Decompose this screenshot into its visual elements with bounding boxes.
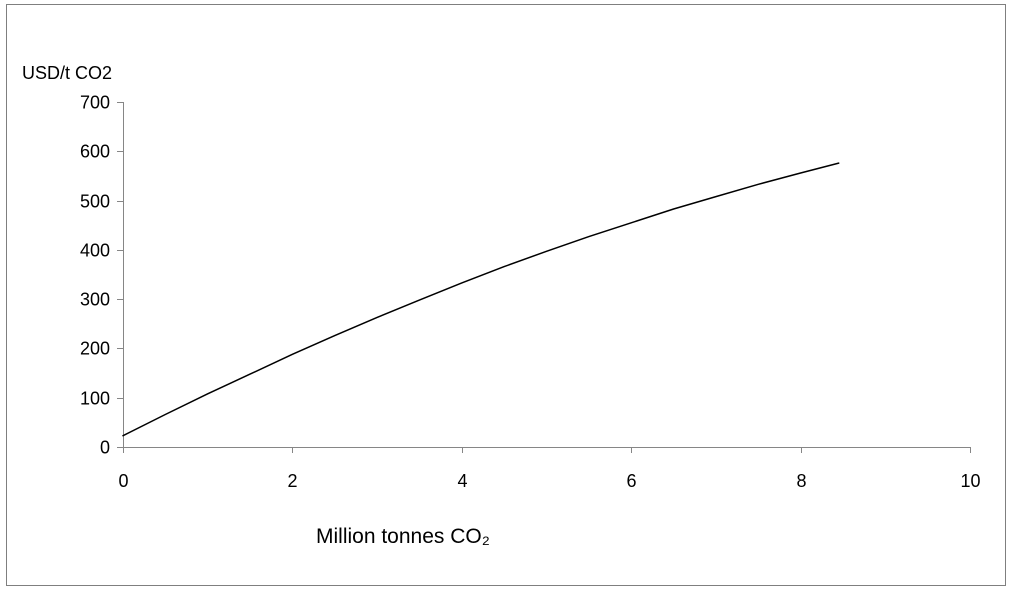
x-tick-label: 6 xyxy=(626,471,636,491)
x-tick-label: 8 xyxy=(796,471,806,491)
y-tick-label: 100 xyxy=(80,389,110,409)
y-tick-label: 0 xyxy=(100,438,110,458)
x-tick-label: 4 xyxy=(457,471,467,491)
x-tick-label: 2 xyxy=(287,471,297,491)
chart-frame xyxy=(6,4,1006,586)
x-axis-title: Million tonnes CO₂ xyxy=(316,525,490,548)
y-tick-label: 700 xyxy=(80,93,110,113)
series-line xyxy=(122,162,840,437)
y-axis-title: USD/t CO2 xyxy=(22,63,112,83)
x-tick-label: 0 xyxy=(118,471,128,491)
labels: USD/t CO2 Million tonnes CO₂ xyxy=(22,63,490,548)
axes: 0 100 200 300 400 500 600 700 0 2 4 6 8 10 xyxy=(80,93,981,492)
y-tick-label: 300 xyxy=(80,290,110,310)
y-tick-label: 200 xyxy=(80,339,110,359)
x-tick-label: 10 xyxy=(960,471,980,491)
y-tick-label: 600 xyxy=(80,142,110,162)
series-layer xyxy=(122,162,840,437)
y-tick-label: 400 xyxy=(80,241,110,261)
y-tick-label: 500 xyxy=(80,192,110,212)
